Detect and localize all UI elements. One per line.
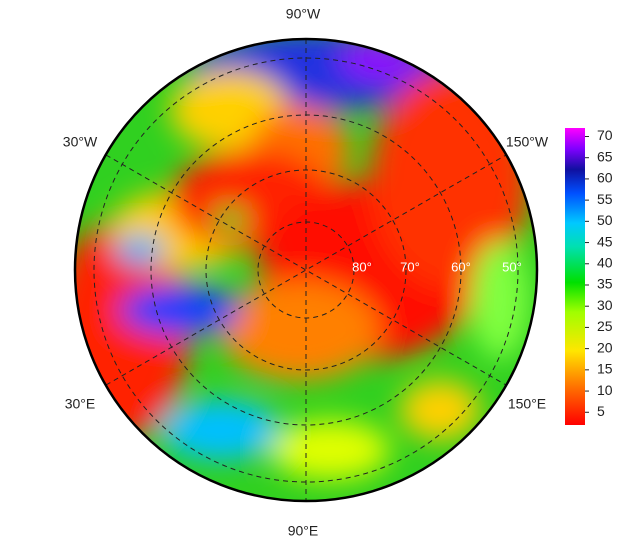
colorbar-tick-label: 25 xyxy=(597,318,613,334)
lon-label: 90°W xyxy=(286,6,321,22)
lon-label: 150°E xyxy=(508,396,546,412)
colorbar-tick-label: 55 xyxy=(597,191,613,207)
colorbar-tick-label: 60 xyxy=(597,170,613,186)
colorbar-tick-label: 40 xyxy=(597,254,613,270)
colorbar-tick-label: 45 xyxy=(597,233,613,249)
lat-label: 80° xyxy=(352,259,372,274)
graticule xyxy=(93,39,519,501)
lon-label: 90°E xyxy=(288,523,319,539)
lon-label: 30°E xyxy=(65,396,96,412)
colorbar-tick-label: 65 xyxy=(597,148,613,164)
colorbar-tick-label: 50 xyxy=(597,212,613,228)
lon-label: 150°W xyxy=(506,134,549,150)
colorbar-tick-label: 35 xyxy=(597,276,613,292)
colorbar-tick-label: 5 xyxy=(597,403,605,419)
map-border xyxy=(73,37,539,503)
colorbar xyxy=(565,128,585,425)
colorbar-tick-label: 70 xyxy=(597,127,613,143)
colorbar-tick-label: 20 xyxy=(597,339,613,355)
lat-label: 60° xyxy=(451,259,471,274)
colorbar-tick-label: 10 xyxy=(597,382,613,398)
colorbar-tick-label: 15 xyxy=(597,361,613,377)
lat-label: 70° xyxy=(400,259,420,274)
colorbar-tick-label: 30 xyxy=(597,297,613,313)
lat-label: 50° xyxy=(502,259,522,274)
lon-label: 30°W xyxy=(63,134,98,150)
